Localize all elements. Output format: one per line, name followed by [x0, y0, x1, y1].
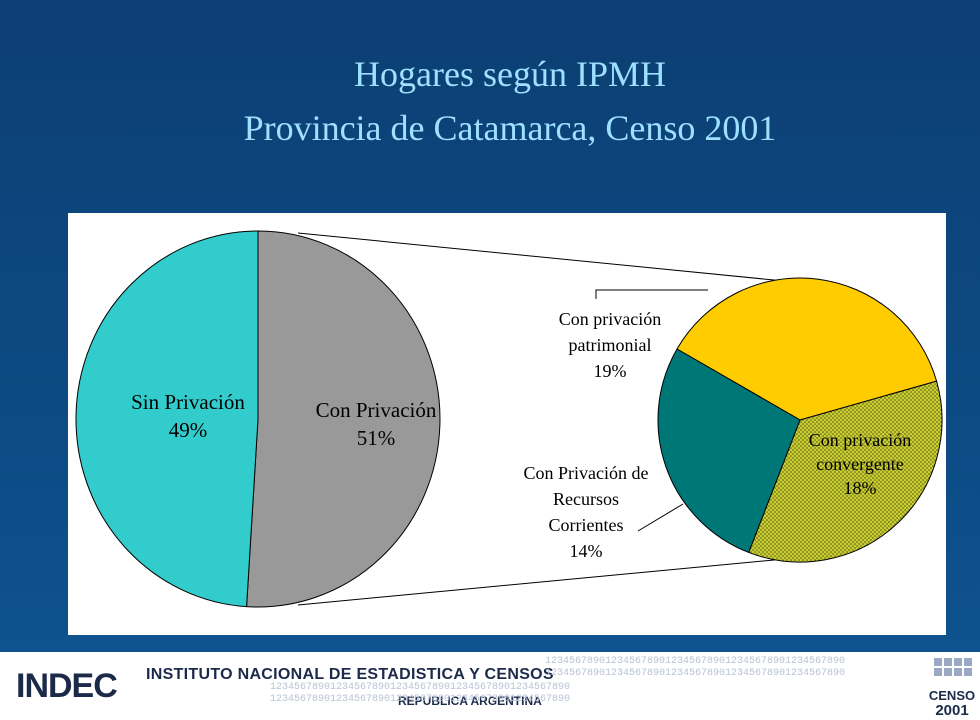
pie-connector-lines [297, 232, 776, 606]
country-name: REPUBLICA ARGENTINA [398, 694, 542, 708]
institute-name: INSTITUTO NACIONAL DE ESTADISTICA Y CENS… [146, 666, 554, 683]
leader-patrimonial [595, 289, 708, 299]
badge-line-1: CENSO [929, 688, 975, 703]
indec-logo-text: INDEC [16, 667, 117, 702]
decorative-digits-lower: 1234567890123456789012345678901234567890… [270, 682, 571, 705]
chart-panel: Sin Privación 49% Con Privación 51% Con priv… [68, 213, 946, 635]
label-con-privacion: Con Privación 51% [316, 398, 437, 450]
breakdown-pie-slice-3 [657, 348, 801, 554]
main-pie-slice-con-privacion [246, 230, 441, 608]
label-leader-lines [595, 289, 708, 532]
label-sin-privacion: Sin Privación 49% [131, 390, 245, 442]
main-pie [75, 230, 441, 608]
slice-labels: Sin Privación 49% Con Privación 51% Con priv… [131, 309, 911, 561]
label-recursos-corrientes: Con Privación de Recursos Corrientes 14% [524, 463, 649, 561]
breakdown-pie [657, 277, 943, 563]
main-pie-slice-sin-privacion [75, 230, 259, 608]
connector-top [297, 232, 776, 281]
indec-logo: INDEC [14, 666, 130, 702]
label-convergente: Con privación convergente 18% [809, 430, 911, 498]
breakdown-pie-slice-2 [748, 380, 943, 563]
footer-bar: INDEC INSTITUTO NACIONAL DE ESTADISTICA … [0, 652, 980, 720]
leader-recursos-corrientes [637, 503, 684, 532]
title-line-2: Provincia de Catamarca, Censo 2001 [243, 108, 777, 148]
connector-bottom [297, 559, 776, 606]
breakdown-pie-slice-1 [676, 277, 938, 421]
title-line-1: Hogares según IPMH [354, 54, 666, 94]
label-patrimonial: Con privación patrimonial 19% [559, 309, 661, 381]
badge-line-2: 2001 [935, 702, 968, 718]
pie-chart: Sin Privación 49% Con Privación 51% Con priv… [75, 230, 943, 608]
censo-2001-badge: CENSO 2001 [928, 656, 976, 718]
decorative-digits: 1234567890123456789012345678901234567890… [545, 656, 846, 679]
